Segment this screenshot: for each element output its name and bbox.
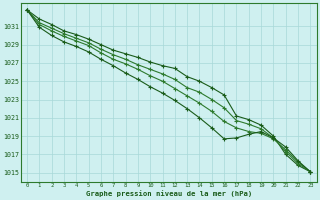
X-axis label: Graphe pression niveau de la mer (hPa): Graphe pression niveau de la mer (hPa) <box>85 190 252 197</box>
